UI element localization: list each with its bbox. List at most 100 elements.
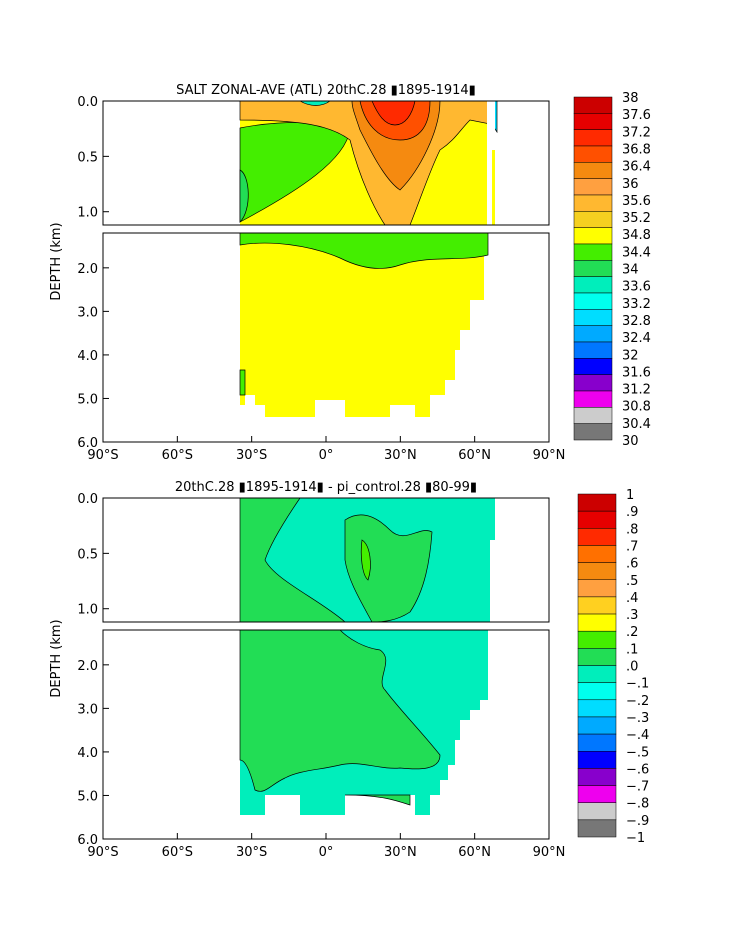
colorbar-label: .0 — [626, 660, 638, 675]
colorbar-label: 33.2 — [622, 297, 651, 312]
colorbar-swatch — [573, 423, 613, 441]
colorbar-swatch — [577, 802, 617, 821]
colorbar-swatch — [573, 325, 613, 343]
panel-1-lower-field — [239, 233, 489, 417]
colorbar-swatch — [573, 96, 613, 114]
panel-1-axes: 90°S 60°S 30°S 0° 30°N 60°N 90°N 0.0 0.5 1.0 2.0 3.… — [49, 95, 565, 463]
colorbar-swatch — [573, 374, 613, 392]
colorbar-label: 36 — [622, 177, 639, 192]
y-tick-label: 1.0 — [77, 603, 98, 618]
region-35.2-deep — [240, 233, 488, 417]
y-tick-label: 5.0 — [77, 789, 98, 804]
colorbar-label: .9 — [626, 505, 638, 520]
colorbar-label: .4 — [626, 591, 638, 606]
colorbar-swatch — [577, 751, 617, 769]
colorbar-swatch — [573, 260, 613, 277]
colorbar-label: 30.8 — [622, 400, 651, 415]
panel-2-lower-field — [239, 630, 488, 815]
y-tick-label: 2.0 — [77, 262, 98, 277]
colorbar-swatch — [577, 545, 617, 563]
colorbar-label: 30.4 — [622, 417, 651, 432]
y-tick-label: 0.0 — [77, 492, 98, 507]
colorbar-label: 37.6 — [622, 108, 651, 123]
panel-2-upper-field — [239, 498, 495, 622]
colorbar-label: .3 — [626, 608, 638, 623]
colorbar-label: −.7 — [626, 780, 649, 795]
colorbar-label: 37.2 — [622, 125, 651, 140]
colorbar-swatch — [577, 579, 617, 598]
colorbar-swatch — [577, 665, 617, 683]
colorbar-label: 30 — [622, 434, 639, 449]
colorbar-label: 33.6 — [622, 280, 651, 295]
colorbar-swatch — [573, 276, 613, 294]
colorbar-swatch — [573, 194, 613, 212]
colorbar-swatch — [573, 145, 613, 163]
colorbar-label: −.3 — [626, 711, 649, 726]
colorbar-swatch — [577, 493, 617, 512]
x-tick-label: 60°S — [162, 845, 193, 860]
region-0.0-bottom — [344, 794, 411, 806]
colorbar-label: −.2 — [626, 694, 649, 709]
panel-2-title: 20thC.28 ▮1895-1914▮ - pi_control.28 ▮80… — [175, 480, 477, 495]
colorbar-label: 38 — [622, 91, 639, 106]
colorbar-swatch — [573, 162, 613, 179]
colorbar-swatch — [573, 358, 613, 375]
x-tick-label: 0° — [319, 845, 334, 860]
colorbar-swatch — [573, 407, 613, 424]
region-36.8 — [371, 101, 416, 126]
colorbar-label: −1 — [626, 831, 645, 846]
colorbar-swatch — [577, 510, 617, 529]
panel-1-upper-frame — [102, 100, 550, 226]
colorbar-swatch — [573, 390, 613, 408]
region-0.0-deep — [239, 630, 441, 792]
panel-1-upper-mask — [487, 101, 495, 225]
colorbar-label: 36.4 — [622, 160, 651, 175]
colorbar-swatch — [577, 716, 617, 735]
panel-difference: 20thC.28 ▮1895-1914▮ - pi_control.28 ▮80… — [49, 480, 649, 860]
colorbar-swatch — [577, 613, 617, 632]
panel-1-colorbar: 38 37.6 37.2 36.8 36.4 36 35.6 35.2 34.8 34.4 34 33… — [573, 91, 651, 449]
x-tick-label: 30°N — [384, 845, 417, 860]
colorbar-swatch — [573, 113, 613, 130]
colorbar-label: .5 — [626, 574, 638, 589]
colorbar-swatch — [577, 596, 617, 615]
colorbar-swatch — [577, 528, 617, 546]
colorbar-swatch — [577, 785, 617, 803]
colorbar-label: −.5 — [626, 745, 649, 760]
y-tick-label: 0.5 — [77, 547, 98, 562]
colorbar-label: 32.4 — [622, 331, 651, 346]
x-tick-label: 90°N — [533, 448, 566, 463]
colorbar-swatch — [573, 129, 613, 147]
x-tick-label: 30°S — [236, 448, 267, 463]
y-tick-label: 3.0 — [77, 702, 98, 717]
region-0.0-west — [239, 498, 346, 622]
y-tick-label: 2.0 — [77, 659, 98, 674]
colorbar-label: 31.6 — [622, 365, 651, 380]
colorbar-swatch — [577, 630, 617, 649]
colorbar-swatch — [573, 211, 613, 228]
colorbar-label: 32.8 — [622, 314, 651, 329]
y-tick-label: 4.0 — [77, 746, 98, 761]
panel-salinity: SALT ZONAL-AVE (ATL) 20thC.28 ▮1895-1914… — [49, 83, 651, 463]
colorbar-swatch — [573, 341, 613, 359]
colorbar-swatch — [577, 682, 617, 701]
colorbar-label: .6 — [626, 557, 638, 572]
colorbar-swatch — [573, 178, 613, 196]
y-tick-label: 4.0 — [77, 349, 98, 364]
colorbar-swatch — [577, 562, 617, 580]
colorbar-label: 36.8 — [622, 142, 651, 157]
y-axis-label: DEPTH (km) — [49, 619, 64, 697]
colorbar-swatch — [573, 309, 613, 326]
colorbar-label: 35.6 — [622, 194, 651, 209]
x-tick-label: 30°S — [236, 845, 267, 860]
colorbar-swatch — [577, 648, 617, 666]
colorbar-label: −.8 — [626, 797, 649, 812]
y-tick-label: 0.5 — [77, 150, 98, 165]
y-tick-label: 0.0 — [77, 95, 98, 110]
colorbar-swatch — [577, 768, 617, 786]
colorbar-swatch — [573, 227, 613, 245]
colorbar-swatch — [573, 243, 613, 261]
colorbar-label: 34 — [622, 263, 639, 278]
panel-1-title: SALT ZONAL-AVE (ATL) 20thC.28 ▮1895-1914… — [176, 83, 476, 98]
